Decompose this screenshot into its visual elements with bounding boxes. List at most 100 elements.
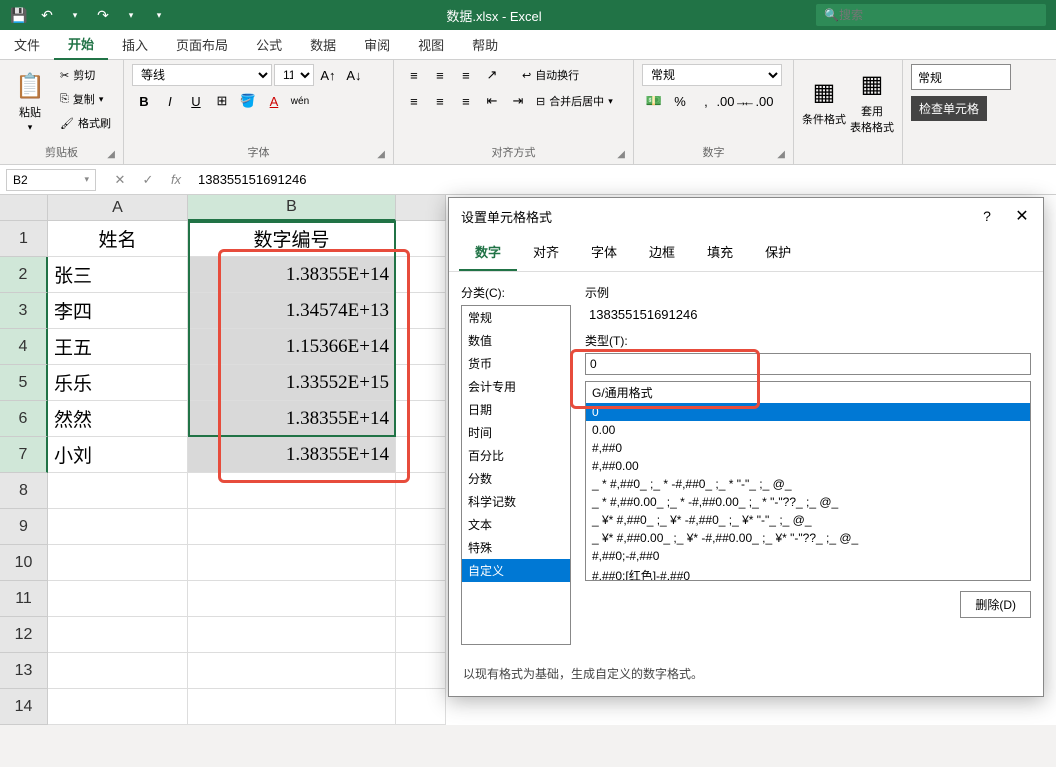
align-center-icon[interactable]: ≡ xyxy=(428,90,452,112)
dialog-tab-填充[interactable]: 填充 xyxy=(691,234,749,271)
row-header[interactable]: 11 xyxy=(0,581,48,617)
decrease-decimal-icon[interactable]: ←.00 xyxy=(746,90,770,112)
style-name-input[interactable] xyxy=(911,64,1011,90)
cell[interactable] xyxy=(188,581,396,617)
row-header[interactable]: 8 xyxy=(0,473,48,509)
underline-button[interactable]: U xyxy=(184,90,208,112)
category-item[interactable]: 科学记数 xyxy=(462,490,570,513)
cell[interactable] xyxy=(188,653,396,689)
category-item[interactable]: 文本 xyxy=(462,513,570,536)
currency-icon[interactable]: 💵 xyxy=(642,90,666,112)
decrease-indent-icon[interactable]: ⇤ xyxy=(480,90,504,112)
col-header-A[interactable]: A xyxy=(48,195,188,221)
border-button[interactable]: ⊞ xyxy=(210,90,234,112)
row-header[interactable]: 5 xyxy=(0,365,48,401)
align-top-icon[interactable]: ≡ xyxy=(402,64,426,86)
font-size-select[interactable]: 11 xyxy=(274,64,314,86)
row-header[interactable]: 7 xyxy=(0,437,48,473)
row-header[interactable]: 2 xyxy=(0,257,48,293)
select-all-corner[interactable] xyxy=(0,195,48,221)
cell[interactable] xyxy=(188,617,396,653)
cell[interactable] xyxy=(396,509,446,545)
col-header-B[interactable]: B xyxy=(188,195,396,221)
cell[interactable] xyxy=(396,653,446,689)
cell[interactable] xyxy=(396,365,446,401)
menu-视图[interactable]: 视图 xyxy=(404,30,458,60)
save-icon[interactable]: 💾 xyxy=(6,2,32,28)
cell[interactable] xyxy=(48,545,188,581)
redo-dropdown-icon[interactable]: ▾ xyxy=(118,2,144,28)
menu-文件[interactable]: 文件 xyxy=(0,30,54,60)
row-header[interactable]: 12 xyxy=(0,617,48,653)
row-header[interactable]: 14 xyxy=(0,689,48,725)
formula-input[interactable] xyxy=(190,169,1056,191)
category-item[interactable]: 特殊 xyxy=(462,536,570,559)
cell[interactable] xyxy=(48,581,188,617)
cell[interactable] xyxy=(396,437,446,473)
format-item[interactable]: _ * #,##0.00_ ;_ * -#,##0.00_ ;_ * "-"??… xyxy=(586,493,1030,511)
cell[interactable] xyxy=(396,257,446,293)
row-header[interactable]: 6 xyxy=(0,401,48,437)
cell[interactable]: 李四 xyxy=(48,293,188,329)
confirm-icon[interactable]: ✓ xyxy=(134,169,162,191)
col-header-empty[interactable] xyxy=(396,195,446,221)
cell[interactable]: 1.33552E+15 xyxy=(188,365,396,401)
percent-icon[interactable]: % xyxy=(668,90,692,112)
bold-button[interactable]: B xyxy=(132,90,156,112)
category-item[interactable]: 时间 xyxy=(462,421,570,444)
orientation-icon[interactable]: ↗ xyxy=(480,64,504,86)
dialog-tab-保护[interactable]: 保护 xyxy=(749,234,807,271)
paste-button[interactable]: 📋 粘贴 ▾ xyxy=(8,64,52,139)
category-item[interactable]: 数值 xyxy=(462,329,570,352)
format-item[interactable]: #,##0 xyxy=(586,439,1030,457)
paste-dropdown-icon[interactable]: ▾ xyxy=(28,122,33,133)
launcher-icon[interactable]: ◢ xyxy=(617,149,625,160)
format-painter-button[interactable]: 🖌格式刷 xyxy=(56,112,115,134)
copy-button[interactable]: ⎘复制▾ xyxy=(56,88,115,110)
category-item[interactable]: 百分比 xyxy=(462,444,570,467)
increase-decimal-icon[interactable]: .00→ xyxy=(720,90,744,112)
row-header[interactable]: 9 xyxy=(0,509,48,545)
cell[interactable] xyxy=(396,329,446,365)
cell[interactable] xyxy=(396,473,446,509)
category-item[interactable]: 自定义 xyxy=(462,559,570,582)
dialog-tab-边框[interactable]: 边框 xyxy=(633,234,691,271)
row-header[interactable]: 13 xyxy=(0,653,48,689)
font-name-select[interactable]: 等线 xyxy=(132,64,272,86)
cell[interactable] xyxy=(396,221,446,257)
format-item[interactable]: #,##0;[红色]-#,##0 xyxy=(586,565,1030,581)
format-item[interactable]: G/通用格式 xyxy=(586,382,1030,403)
row-header[interactable]: 3 xyxy=(0,293,48,329)
row-header[interactable]: 1 xyxy=(0,221,48,257)
close-icon[interactable]: ✕ xyxy=(1007,204,1037,228)
undo-icon[interactable]: ↶ xyxy=(34,2,60,28)
format-item[interactable]: 0.00 xyxy=(586,421,1030,439)
cell[interactable]: 王五 xyxy=(48,329,188,365)
align-right-icon[interactable]: ≡ xyxy=(454,90,478,112)
font-color-button[interactable]: A xyxy=(262,90,286,112)
cell[interactable]: 乐乐 xyxy=(48,365,188,401)
dialog-tab-对齐[interactable]: 对齐 xyxy=(517,234,575,271)
decrease-font-icon[interactable]: A↓ xyxy=(342,64,366,86)
cell[interactable]: 1.38355E+14 xyxy=(188,257,396,293)
cell[interactable]: 1.38355E+14 xyxy=(188,401,396,437)
redo-icon[interactable]: ↷ xyxy=(90,2,116,28)
category-item[interactable]: 常规 xyxy=(462,306,570,329)
format-list[interactable]: G/通用格式00.00#,##0#,##0.00_ * #,##0_ ;_ * … xyxy=(585,381,1031,581)
launcher-icon[interactable]: ◢ xyxy=(777,149,785,160)
format-item[interactable]: _ ¥* #,##0_ ;_ ¥* -#,##0_ ;_ ¥* "-"_ ;_ … xyxy=(586,511,1030,529)
search-input[interactable] xyxy=(839,8,1038,22)
cell[interactable]: 1.38355E+14 xyxy=(188,437,396,473)
comma-icon[interactable]: , xyxy=(694,90,718,112)
format-item[interactable]: 0 xyxy=(586,403,1030,421)
align-bottom-icon[interactable]: ≡ xyxy=(454,64,478,86)
menu-数据[interactable]: 数据 xyxy=(296,30,350,60)
cell[interactable]: 小刘 xyxy=(48,437,188,473)
cell[interactable]: 姓名 xyxy=(48,221,188,257)
table-format-button[interactable]: ▦ 套用 表格格式 xyxy=(850,64,894,139)
inspect-cell-button[interactable]: 检查单元格 xyxy=(911,96,987,121)
cell[interactable] xyxy=(396,401,446,437)
cell[interactable]: 1.34574E+13 xyxy=(188,293,396,329)
launcher-icon[interactable]: ◢ xyxy=(377,149,385,160)
customize-qat-icon[interactable]: ▾ xyxy=(146,2,172,28)
